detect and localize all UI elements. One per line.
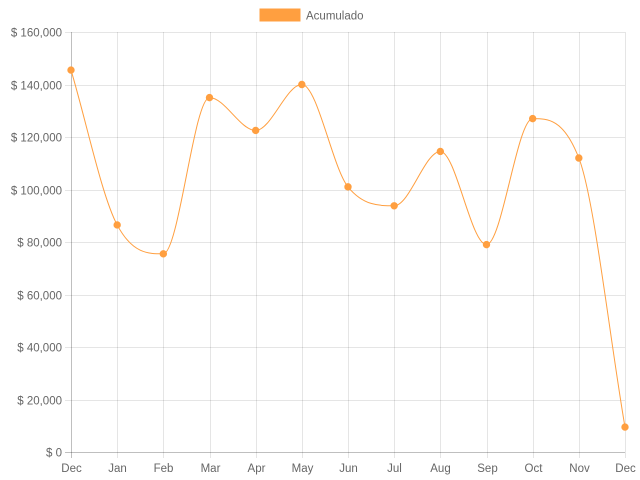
legend-swatch — [259, 8, 301, 22]
x-tick-label: Oct — [525, 463, 544, 475]
x-tick-label: Dec — [61, 463, 82, 475]
x-tick-label: Jun — [339, 463, 358, 475]
legend[interactable]: Acumulado — [259, 8, 364, 23]
y-tick-label: $ 100,000 — [11, 186, 62, 198]
data-point-0[interactable] — [67, 66, 75, 74]
y-tick-label: $ 140,000 — [11, 81, 62, 93]
y-tick-label: $ 60,000 — [17, 291, 62, 303]
x-tick-label: Mar — [201, 463, 221, 475]
x-tick-label: May — [292, 463, 314, 475]
x-tick-label: Nov — [569, 463, 590, 475]
data-point-7[interactable] — [390, 202, 398, 210]
data-point-2[interactable] — [159, 250, 168, 258]
y-tick-label: $ 20,000 — [17, 396, 62, 408]
data-point-5[interactable] — [298, 80, 306, 89]
y-tick-label: $ 40,000 — [17, 343, 62, 355]
x-tick-label: Jul — [387, 463, 402, 475]
data-point-8[interactable] — [436, 147, 445, 156]
x-tick-label: Apr — [248, 463, 266, 475]
y-tick-label: $ 160,000 — [11, 28, 62, 40]
y-tick-label: $ 120,000 — [11, 133, 62, 145]
y-tick-label: $ 80,000 — [17, 238, 62, 250]
x-tick-label: Sep — [477, 463, 497, 475]
y-tick-label: $ 0 — [46, 448, 62, 460]
data-point-1[interactable] — [113, 221, 121, 229]
data-point-11[interactable] — [575, 154, 583, 162]
data-point-12[interactable] — [621, 423, 629, 431]
x-tick-label: Dec — [615, 463, 636, 475]
x-axis-ticks: Dec Jan Feb Mar Apr May Jun Jul Aug Sep Oct Nov Dec — [61, 463, 636, 475]
data-point-10[interactable] — [528, 114, 537, 123]
x-tick-label: Feb — [154, 463, 174, 475]
data-point-4[interactable] — [251, 126, 260, 135]
x-tick-label: Aug — [430, 463, 450, 475]
data-point-9[interactable] — [482, 240, 491, 249]
y-axis-ticks: $ 0 $ 20,000 $ 40,000 $ 60,000 $ 80,000 $ 100… — [11, 28, 62, 460]
data-point-3[interactable] — [205, 93, 214, 102]
data-point-6[interactable] — [344, 183, 352, 191]
legend-label: Acumulado — [306, 11, 364, 23]
series-acumulado — [67, 66, 629, 431]
grid — [65, 32, 626, 458]
x-tick-label: Jan — [108, 463, 127, 475]
